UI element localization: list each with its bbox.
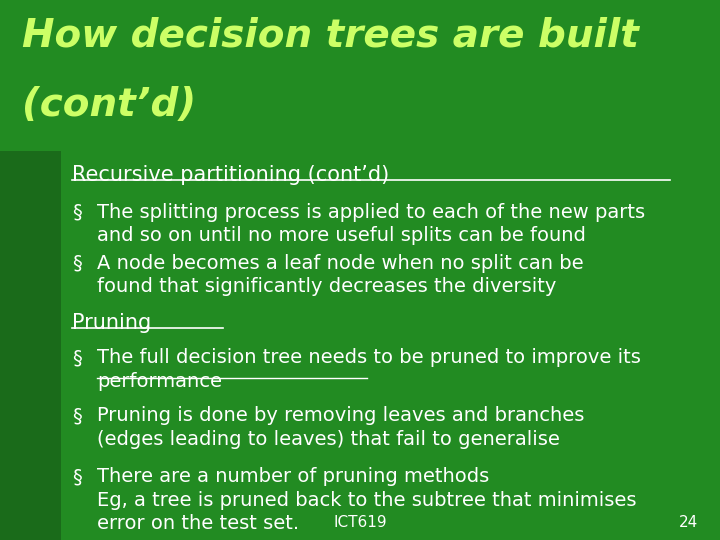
Text: 24: 24 bbox=[679, 515, 698, 530]
FancyBboxPatch shape bbox=[0, 151, 61, 540]
Text: Pruning is done by removing leaves and branches
(edges leading to leaves) that f: Pruning is done by removing leaves and b… bbox=[97, 406, 585, 449]
Text: (cont’d): (cont’d) bbox=[22, 86, 196, 124]
Text: §: § bbox=[72, 202, 82, 221]
Text: §: § bbox=[72, 467, 82, 486]
Text: The full decision tree needs to be pruned to improve its
performance: The full decision tree needs to be prune… bbox=[97, 348, 641, 391]
Text: ICT619: ICT619 bbox=[333, 515, 387, 530]
Text: The splitting process is applied to each of the new parts
and so on until no mor: The splitting process is applied to each… bbox=[97, 202, 645, 245]
Text: §: § bbox=[72, 406, 82, 425]
Text: §: § bbox=[72, 348, 82, 367]
Text: Pruning: Pruning bbox=[72, 313, 151, 333]
Text: Recursive partitioning (cont’d): Recursive partitioning (cont’d) bbox=[72, 165, 390, 185]
Text: A node becomes a leaf node when no split can be
found that significantly decreas: A node becomes a leaf node when no split… bbox=[97, 254, 584, 296]
Text: There are a number of pruning methods
Eg, a tree is pruned back to the subtree t: There are a number of pruning methods Eg… bbox=[97, 467, 636, 533]
Text: §: § bbox=[72, 254, 82, 273]
Text: How decision trees are built: How decision trees are built bbox=[22, 16, 639, 54]
